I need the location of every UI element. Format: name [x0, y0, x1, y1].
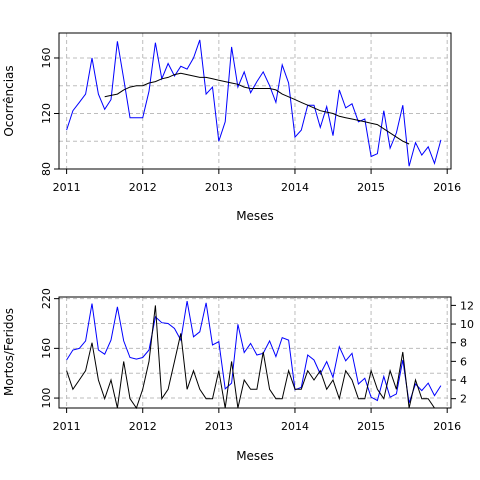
- casualties-right-y-tick-label: 2: [460, 393, 467, 406]
- occurrences-y-tick-label: 120: [40, 103, 53, 124]
- occurrences-x-tick-label: 2016: [433, 181, 461, 194]
- occurrences-y-axis: 80 120 160: [40, 47, 59, 176]
- occurrences-series: [66, 39, 442, 167]
- occurrences-series-line-0: [66, 39, 442, 167]
- casualties-x-tick-label: 2016: [433, 420, 461, 433]
- occurrences-x-tick-label: 2015: [357, 181, 385, 194]
- occurrences-x-axis-label: Meses: [236, 209, 274, 223]
- casualties-x-tick-label: 2012: [129, 420, 157, 433]
- casualties-y-tick-label: 100: [40, 388, 53, 409]
- casualties-y-tick-label: 220: [40, 288, 53, 309]
- casualties-x-axis-label: Meses: [236, 449, 274, 463]
- casualties-x-tick-label: 2013: [205, 420, 233, 433]
- casualties-right-y-tick-label: 12: [460, 299, 474, 312]
- casualties-series-line-1: [66, 305, 441, 410]
- casualties-right-y-tick-label: 6: [460, 355, 467, 368]
- casualties-x-tick-label: 2014: [281, 420, 309, 433]
- occurrences-plot-frame: [58, 32, 452, 170]
- occurrences-y-tick-label: 160: [40, 47, 53, 68]
- casualties-right-y-tick-label: 10: [460, 318, 474, 331]
- casualties-right-y-axis: 2 4 6 8 10 12: [451, 299, 474, 406]
- occurrences-x-tick-label: 2013: [205, 181, 233, 194]
- occurrences-grid: [59, 33, 451, 170]
- casualties-y-axis-label: Mortos/Feridos: [2, 308, 16, 396]
- casualties-series: [66, 301, 442, 410]
- casualties-series-line-0: [66, 301, 442, 404]
- casualties-grid: [59, 297, 451, 408]
- occurrences-x-tick-label: 2011: [53, 181, 81, 194]
- occurrences-x-tick-label: 2012: [129, 181, 157, 194]
- casualties-x-tick-label: 2015: [357, 420, 385, 433]
- casualties-x-axis: 2011 2012 2013 2014 2015 2016: [53, 408, 461, 433]
- casualties-plot-frame: [58, 296, 452, 409]
- occurrences-x-tick-label: 2014: [281, 181, 309, 194]
- casualties-right-y-tick-label: 4: [460, 374, 467, 387]
- occurrences-x-axis: 2011 2012 2013 2014 2015 2016: [53, 169, 461, 194]
- occurrences-y-tick-label: 80: [40, 162, 53, 176]
- occurrences-y-axis-label: Ocorrências: [2, 65, 16, 136]
- casualties-chart: 2011 2012 2013 2014 2015 2016 100 160 220 2 4 6 8 1…: [2, 288, 474, 463]
- casualties-y-axis: 100 160 220: [40, 288, 59, 409]
- casualties-y-tick-label: 160: [40, 338, 53, 359]
- casualties-x-tick-label: 2011: [53, 420, 81, 433]
- casualties-right-y-tick-label: 8: [460, 337, 467, 350]
- occurrences-series-line-1: [104, 72, 410, 145]
